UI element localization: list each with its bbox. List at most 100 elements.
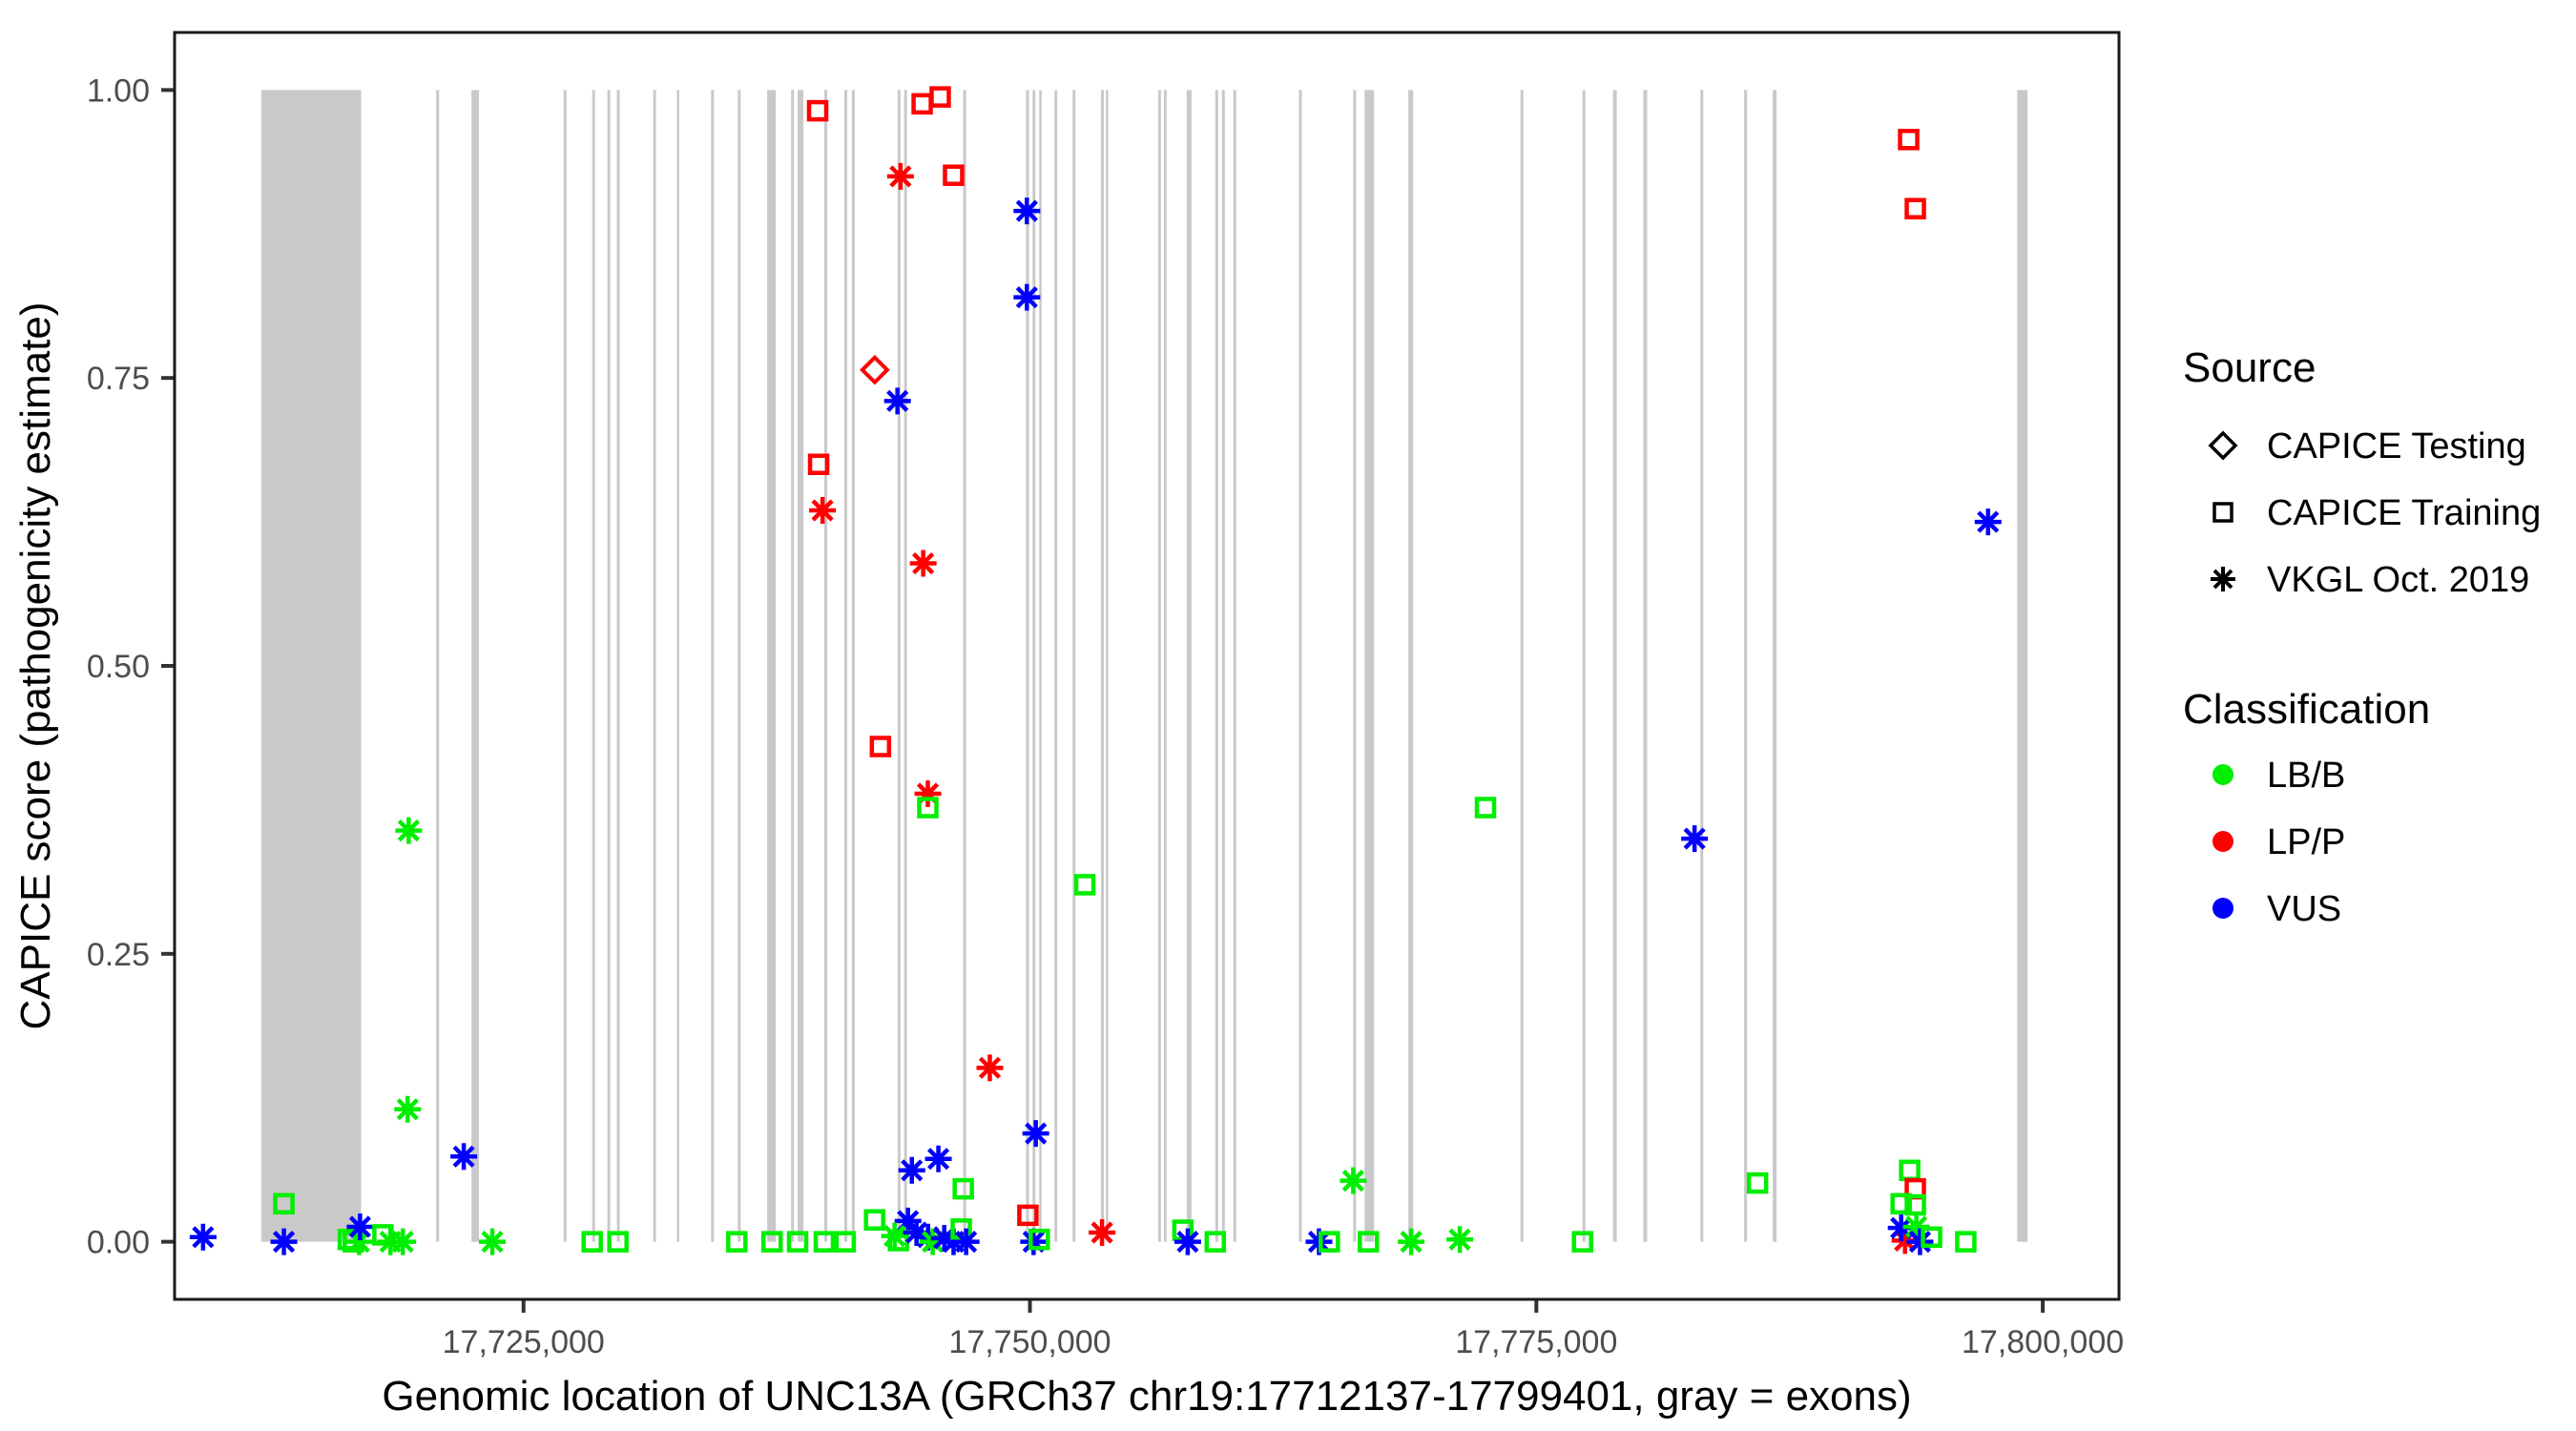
legend-source: Source CAPICE Testing CAPICE Training VK… <box>2183 344 2541 600</box>
exon-bar <box>607 90 611 1242</box>
data-point-square <box>1571 1231 1593 1253</box>
exon-bar <box>1039 90 1042 1242</box>
y-axis-tick-label: 0.00 <box>87 1225 150 1261</box>
data-point-square <box>786 1231 809 1253</box>
exon-bar <box>711 90 715 1242</box>
data-point-square <box>760 1231 783 1253</box>
data-point-asterisk <box>883 387 911 415</box>
blue-dot-icon <box>2212 898 2233 919</box>
exon-bar <box>1106 90 1109 1242</box>
data-point-square <box>726 1231 748 1253</box>
exon-bar <box>1026 90 1029 1242</box>
exon-bar <box>1157 90 1161 1242</box>
data-point-asterisk <box>1446 1226 1474 1254</box>
legend-item-label: LP/P <box>2267 822 2345 862</box>
data-point-square <box>869 736 892 757</box>
exon-bar <box>1744 90 1748 1242</box>
legend-item-capice-training: CAPICE Training <box>2212 493 2541 533</box>
data-point-square <box>1028 1228 1050 1251</box>
data-point-asterisk <box>450 1143 478 1171</box>
data-point-layer <box>189 86 2002 1255</box>
exon-bar <box>2017 90 2028 1242</box>
diamond-icon <box>2208 430 2238 461</box>
data-point-square <box>952 1177 974 1200</box>
legend-item-lpp: LP/P <box>2212 822 2345 862</box>
data-point-asterisk <box>903 1218 930 1246</box>
data-point-asterisk <box>1020 1228 1048 1255</box>
data-point-square <box>1898 129 1920 151</box>
legend-item-label: VKGL Oct. 2019 <box>2267 560 2529 600</box>
data-point-square <box>1746 1172 1769 1194</box>
legend-classification: Classification LB/B LP/P VUS <box>2183 686 2430 929</box>
legend-item-capice-testing: CAPICE Testing <box>2208 426 2526 467</box>
data-point-square <box>1474 797 1497 819</box>
x-axis-tick-label: 17,775,000 <box>1455 1324 1617 1360</box>
data-point-square <box>1890 1192 1912 1215</box>
exon-bar <box>653 90 656 1242</box>
exon-bar <box>1215 90 1218 1242</box>
legend-item-label: CAPICE Training <box>2267 493 2541 533</box>
legend-item-label: CAPICE Testing <box>2267 426 2526 467</box>
data-point-asterisk <box>1013 283 1041 311</box>
exon-bar <box>1163 90 1167 1242</box>
exon-bar <box>676 90 679 1242</box>
exon-bar <box>904 90 907 1242</box>
data-point-diamond <box>860 354 890 385</box>
exon-bar <box>616 90 620 1242</box>
legend-classification-title: Classification <box>2183 686 2430 733</box>
exon-bar <box>824 90 827 1242</box>
y-axis-title: CAPICE score (pathogenicity estimate) <box>12 302 59 1030</box>
data-point-asterisk <box>1174 1228 1201 1255</box>
plot-panel-border <box>173 31 2121 1301</box>
data-point-asterisk <box>1089 1218 1116 1246</box>
data-point-asterisk <box>1891 1227 1919 1255</box>
data-point-square <box>1017 1204 1039 1227</box>
data-point-asterisk <box>479 1228 507 1255</box>
exon-bar <box>1700 90 1704 1242</box>
data-point-square <box>1073 874 1096 896</box>
data-point-asterisk <box>1887 1214 1915 1242</box>
data-point-square <box>917 797 939 819</box>
data-point-asterisk <box>1974 508 2002 536</box>
data-point-square <box>863 1209 885 1231</box>
square-icon <box>2212 502 2233 523</box>
exon-bar <box>797 90 804 1242</box>
x-axis-tick-label: 17,750,000 <box>948 1324 1111 1360</box>
data-point-asterisk <box>898 1156 925 1184</box>
legend-item-vus: VUS <box>2212 889 2341 929</box>
data-point-square <box>1955 1231 1977 1253</box>
data-point-asterisk <box>881 1222 908 1250</box>
exon-bar <box>767 90 777 1242</box>
data-point-square <box>273 1192 295 1215</box>
exon-bar <box>963 90 966 1242</box>
data-point-square <box>1358 1231 1380 1253</box>
exon-bar <box>791 90 795 1242</box>
data-point-asterisk <box>1902 1213 1930 1240</box>
data-point-asterisk <box>394 1095 422 1123</box>
data-point-asterisk <box>894 1207 922 1234</box>
data-point-square <box>1204 1231 1227 1253</box>
data-point-square <box>807 453 830 475</box>
data-point-square <box>1319 1231 1340 1253</box>
exon-bar <box>592 90 595 1242</box>
exon-bar <box>737 90 741 1242</box>
data-point-asterisk <box>930 1225 958 1253</box>
data-point-asterisk <box>914 780 942 808</box>
axis-tick-layer: 17,725,000 17,750,000 17,775,000 17,800,000… <box>87 73 2124 1360</box>
exon-bar <box>1072 90 1076 1242</box>
exon-bar <box>260 90 362 1242</box>
legend-item-lbb: LB/B <box>2212 756 2345 796</box>
x-axis-tick-label: 17,725,000 <box>443 1324 605 1360</box>
legend-item-vkgl: VKGL Oct. 2019 <box>2211 560 2529 600</box>
exon-bar <box>1298 90 1302 1242</box>
red-dot-icon <box>2212 831 2233 852</box>
green-dot-icon <box>2212 764 2233 785</box>
exon-bar <box>1233 90 1236 1242</box>
y-axis-tick-label: 0.25 <box>87 937 150 973</box>
legend-item-label: LB/B <box>2267 756 2345 796</box>
exon-bar <box>1582 90 1586 1242</box>
exon-bar <box>563 90 567 1242</box>
data-point-asterisk <box>389 1228 417 1255</box>
